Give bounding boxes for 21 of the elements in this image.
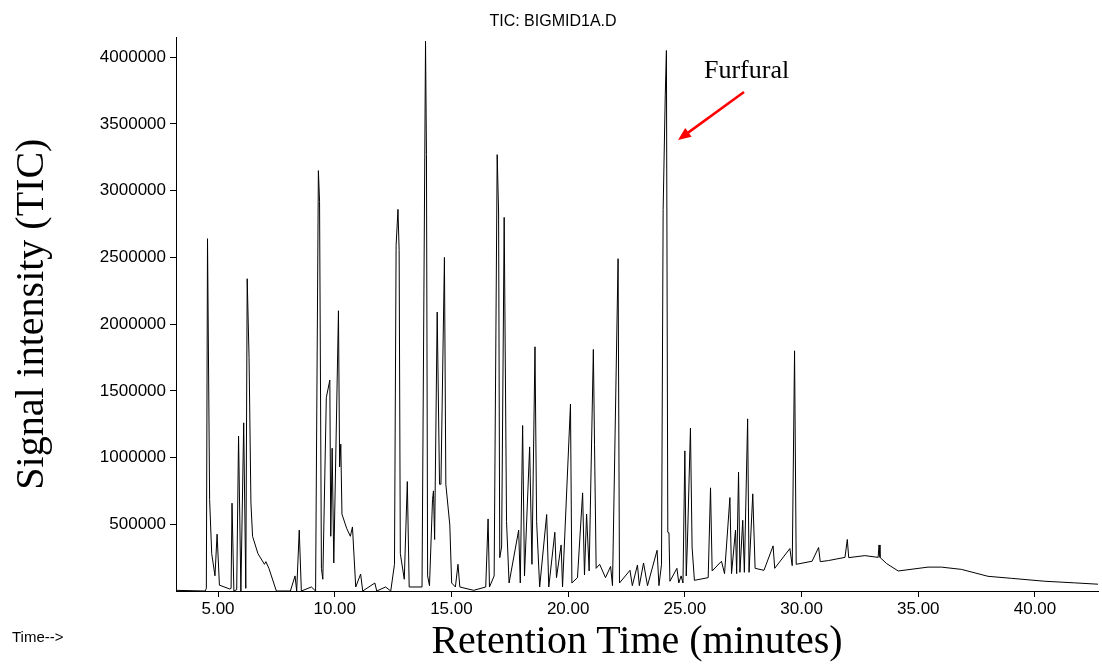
- y-axis-title: Signal intensity (TIC): [6, 138, 52, 490]
- x-tick-label: 5.00: [201, 598, 235, 618]
- x-tick-label: 10.00: [313, 598, 356, 618]
- y-tick-label: 3500000: [99, 113, 166, 133]
- x-tick-label: 30.00: [780, 598, 823, 618]
- x-tick-label: 35.00: [896, 598, 940, 618]
- y-tick-label: 500000: [109, 513, 166, 533]
- x-axis-title: Retention Time (minutes): [431, 616, 843, 662]
- y-tick-label: 2500000: [99, 247, 166, 267]
- y-tick-label: 4000000: [99, 46, 166, 66]
- text: Time-->: [12, 628, 64, 646]
- chart-title: TIC: BIGMID1A.D: [489, 12, 617, 30]
- x-tick-label: 25.00: [663, 598, 707, 618]
- x-tick-label: 20.00: [546, 598, 590, 618]
- y-tick-label: 3000000: [99, 180, 166, 200]
- y-tick-label: 1000000: [99, 447, 166, 467]
- annotation: Furfural: [704, 55, 790, 84]
- x-tick-label: 40.00: [1013, 598, 1057, 618]
- x-tick-label: 15.00: [430, 598, 473, 618]
- y-tick-label: 1500000: [99, 380, 166, 400]
- y-tick-label: 2000000: [99, 313, 166, 333]
